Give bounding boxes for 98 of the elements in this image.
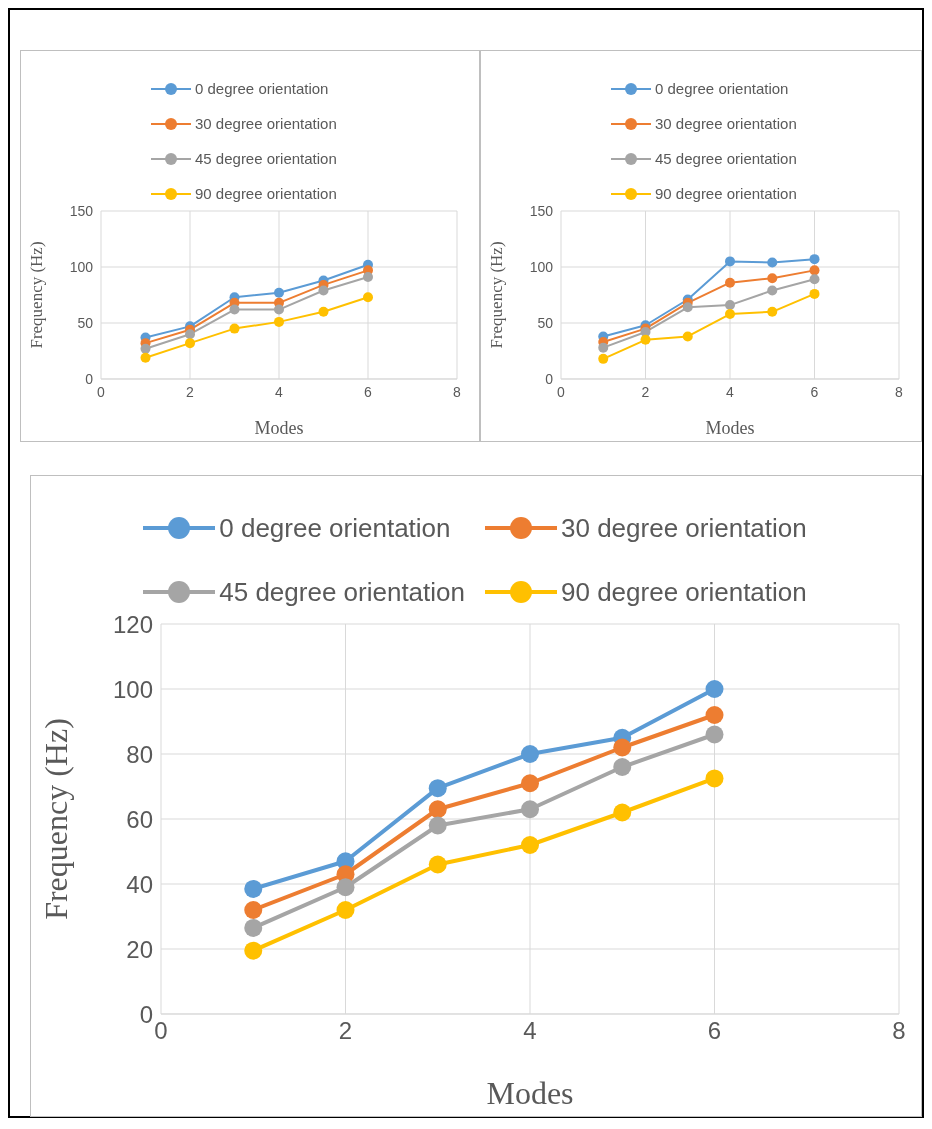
point (705, 680, 724, 698)
point (767, 273, 778, 284)
legend-label: 30 degree orientation (655, 115, 797, 132)
legend-label: 0 degree orientation (219, 512, 451, 544)
point (140, 352, 151, 363)
point (428, 779, 447, 798)
point (521, 745, 539, 763)
point (613, 803, 632, 822)
point (767, 306, 778, 317)
y-tick-label: 120 (112, 610, 153, 638)
y-tick-label: 40 (126, 870, 153, 898)
x-tick-label: 8 (453, 383, 462, 400)
point (705, 769, 724, 788)
legend-label: 90 degree orientation (655, 185, 797, 202)
y-tick-label: 80 (126, 740, 153, 768)
y-tick-label: 0 (85, 370, 94, 387)
point (318, 306, 329, 317)
point (185, 338, 195, 349)
point (185, 329, 195, 340)
point (140, 343, 151, 354)
point (363, 272, 373, 283)
x-tick-label: 2 (186, 383, 195, 400)
point (521, 774, 539, 793)
y-tick-label: 150 (529, 202, 554, 219)
x-tick-label: 4 (726, 383, 735, 400)
y-tick-label: 100 (529, 258, 554, 275)
y-tick-label: 100 (69, 258, 94, 275)
point (809, 254, 820, 265)
y-tick-label: 20 (126, 935, 153, 963)
point (613, 738, 632, 757)
x-tick-label: 0 (557, 383, 566, 400)
point (725, 309, 735, 320)
point (521, 836, 539, 854)
legend-label: 45 degree orientation (655, 150, 797, 167)
point (809, 274, 820, 285)
y-tick-label: 0 (139, 1000, 153, 1028)
point (598, 353, 609, 364)
point (725, 256, 735, 267)
point (725, 277, 735, 288)
x-tick-label: 8 (892, 1017, 906, 1045)
point (229, 304, 240, 315)
point (428, 800, 447, 819)
point (244, 901, 263, 919)
point (521, 800, 539, 819)
point (244, 918, 263, 937)
legend-label: 0 degree orientation (195, 80, 329, 97)
x-tick-label: 4 (523, 1017, 537, 1045)
legend-label: 45 degree orientation (219, 576, 465, 608)
y-tick-label: 50 (77, 314, 94, 331)
y-axis-title: Frequency (Hz) (27, 241, 47, 349)
x-axis-title: Modes (254, 418, 304, 438)
legend-label: 45 degree orientation (195, 150, 337, 167)
point (725, 300, 735, 311)
point (336, 878, 355, 897)
x-axis-title: Modes (486, 1075, 574, 1111)
x-tick-label: 2 (641, 383, 650, 400)
legend-label: 90 degree orientation (195, 185, 337, 202)
point (705, 725, 724, 744)
x-tick-label: 8 (895, 383, 904, 400)
point (640, 334, 651, 345)
y-axis-title: Frequency (Hz) (38, 718, 75, 920)
point (318, 285, 329, 296)
point (705, 706, 724, 724)
point (613, 758, 632, 776)
point (363, 292, 373, 303)
y-tick-label: 100 (112, 675, 153, 703)
point (767, 285, 778, 296)
point (244, 879, 263, 898)
point (274, 287, 284, 298)
x-tick-label: 6 (707, 1017, 722, 1045)
point (244, 941, 263, 960)
point (809, 265, 820, 276)
point (682, 302, 693, 313)
x-tick-label: 0 (97, 383, 106, 400)
point (809, 288, 820, 299)
point (428, 855, 447, 874)
x-tick-label: 4 (275, 383, 284, 400)
y-tick-label: 0 (545, 370, 554, 387)
point (767, 257, 778, 268)
legend-label: 30 degree orientation (195, 115, 337, 132)
point (274, 316, 284, 327)
y-tick-label: 150 (69, 202, 94, 219)
point (598, 342, 609, 353)
y-tick-label: 60 (126, 805, 153, 833)
x-tick-label: 6 (810, 383, 819, 400)
point (428, 816, 447, 835)
legend-label: 30 degree orientation (561, 512, 807, 544)
y-tick-label: 50 (537, 314, 554, 331)
legend-label: 0 degree orientation (655, 80, 789, 97)
point (336, 901, 355, 919)
x-tick-label: 2 (338, 1017, 353, 1045)
y-axis-title: Frequency (Hz) (487, 241, 507, 349)
point (682, 331, 693, 342)
x-tick-label: 6 (364, 383, 373, 400)
x-axis-title: Modes (705, 418, 755, 438)
point (274, 304, 284, 315)
legend-label: 90 degree orientation (561, 576, 807, 608)
point (229, 323, 240, 334)
